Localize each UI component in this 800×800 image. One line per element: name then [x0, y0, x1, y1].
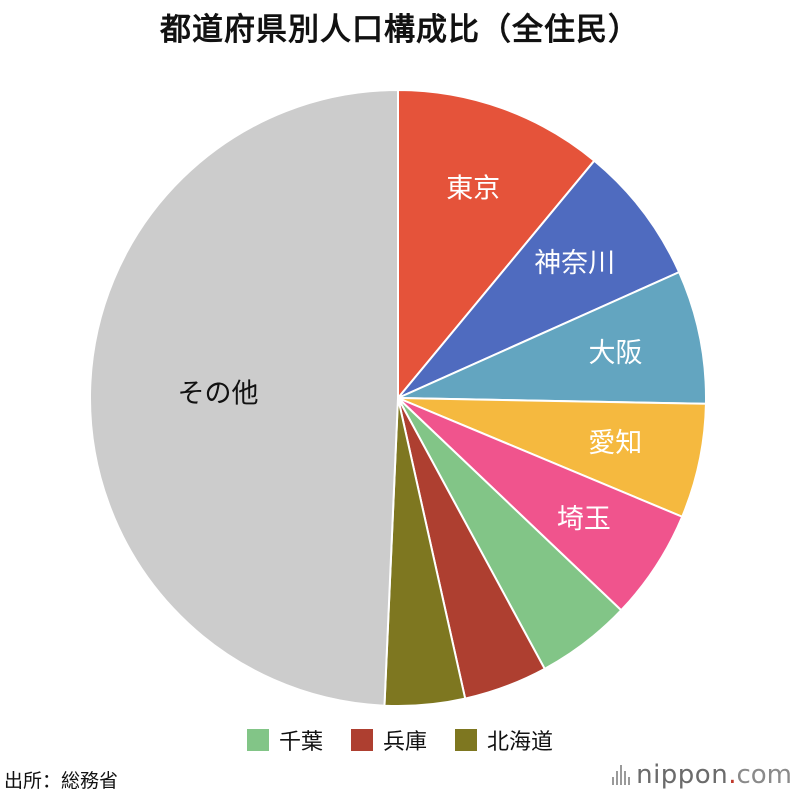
slice-label: 大阪	[589, 338, 643, 369]
brand-mark-icon	[612, 765, 631, 785]
brand-dot: .	[728, 760, 737, 790]
pie-slice	[89, 88, 399, 707]
chart-title: 都道府県別人口構成比（全住民）	[160, 12, 640, 48]
legend-label-hyogo: 兵庫	[382, 730, 427, 755]
legend-label-chiba: 千葉	[278, 730, 323, 755]
legend-swatch-hyogo	[350, 729, 373, 751]
slice-label: その他	[178, 379, 259, 410]
pie-slice	[397, 270, 707, 405]
slice-label: 東京	[446, 174, 500, 205]
legend-label-hokkaido: 北海道	[487, 730, 554, 755]
brand-name: nippon	[636, 760, 729, 790]
legend-swatch-hokkaido	[455, 729, 477, 751]
slice-label: 神奈川	[534, 248, 615, 279]
brand-logo: nippon.com	[612, 760, 792, 790]
legend-swatch-chiba	[246, 729, 269, 751]
pie-slice	[397, 88, 596, 401]
legend-item-hokkaido: 北海道	[455, 724, 553, 756]
legend-item-hyogo: 兵庫	[350, 724, 427, 756]
source-note: 出所：総務省	[4, 770, 119, 792]
brand-tld: com	[736, 760, 792, 790]
legend-item-chiba: 千葉	[246, 724, 323, 756]
slice-label: 埼玉	[557, 504, 611, 535]
slice-label: 愛知	[588, 428, 642, 459]
legend: 千葉 兵庫 北海道	[0, 724, 800, 756]
pie-slice	[397, 159, 681, 399]
